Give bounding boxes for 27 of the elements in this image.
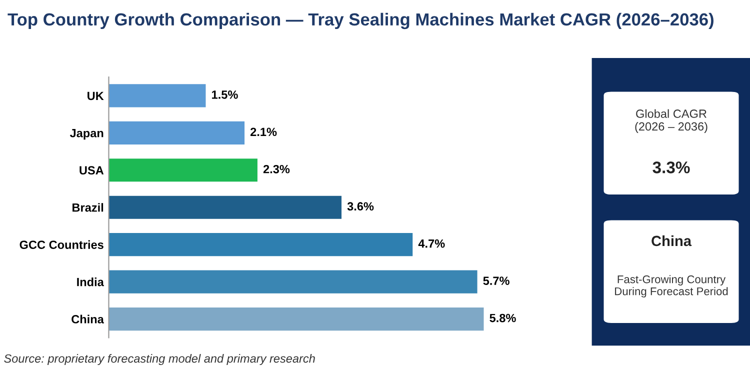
- bar: [108, 84, 206, 108]
- bar: [108, 196, 342, 219]
- bar: [108, 158, 258, 182]
- y-tick-label: India: [77, 278, 104, 286]
- data-label: 1.5%: [212, 90, 238, 99]
- y-tick-label: China: [72, 314, 104, 324]
- y-tick-label: Brazil: [72, 203, 104, 212]
- text: Fast-Growing Country During Forecast Period: [615, 275, 728, 298]
- y-tick-label: UK: [88, 92, 104, 100]
- data-label: 5.7%: [483, 276, 510, 285]
- data-label: 2.3%: [263, 164, 290, 174]
- text: Global CAGR (2026 – 2036): [635, 109, 708, 133]
- bar: [108, 233, 413, 256]
- data-label: 4.7%: [418, 239, 445, 248]
- source-note: Source: proprietary forecasting model and primary research: [4, 354, 315, 366]
- chart-title: Top Country Growth Comparison — Tray Sealing Machines Market CAGR (2026–2036): [8, 12, 714, 30]
- text: China: [652, 235, 692, 246]
- y-tick-label: GCC Countries: [20, 240, 104, 249]
- data-label: 2.1%: [250, 128, 277, 136]
- bar: [108, 307, 484, 331]
- y-tick-label: Japan: [70, 129, 104, 140]
- bar: [108, 121, 245, 144]
- data-label: 5.8%: [490, 314, 516, 322]
- y-tick-label: USA: [80, 166, 104, 175]
- data-label: 3.6%: [347, 202, 374, 211]
- bar: [108, 270, 478, 294]
- text: 3.3%: [652, 161, 690, 174]
